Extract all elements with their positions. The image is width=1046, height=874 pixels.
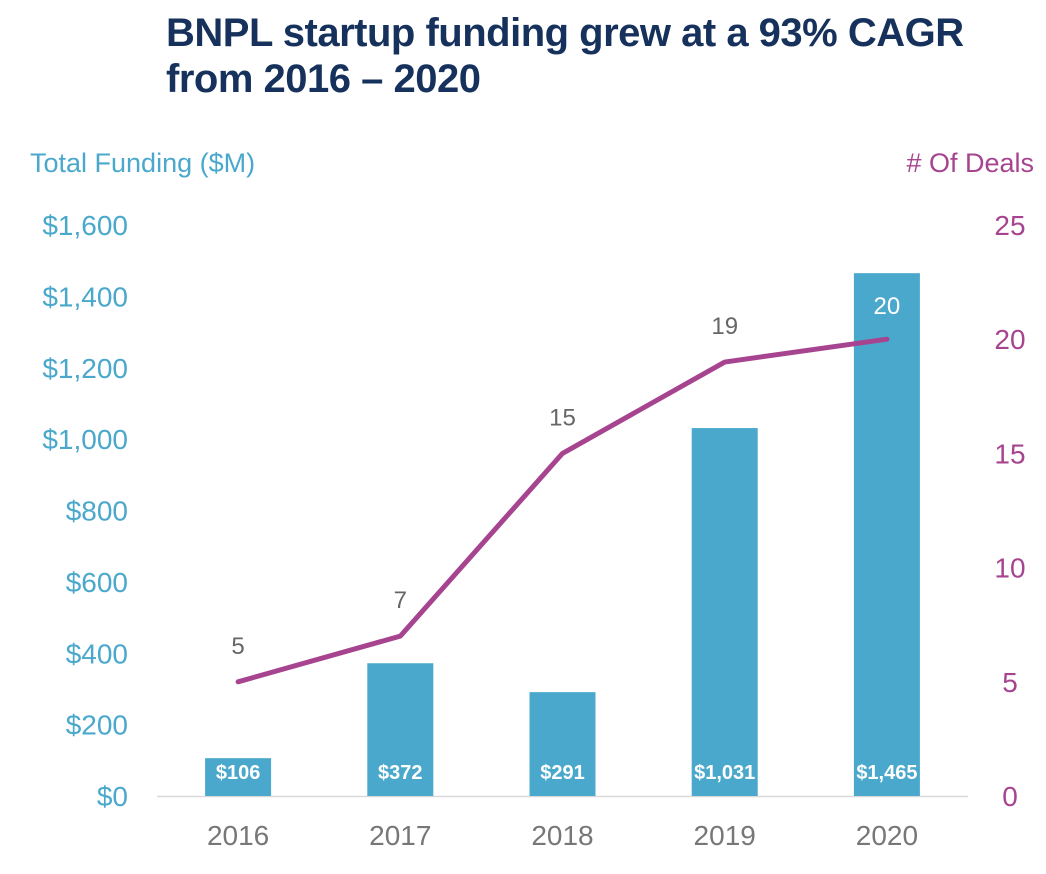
x-axis-category-label: 2016 <box>207 820 269 851</box>
deals-line <box>235 336 890 685</box>
deals-point-label: 5 <box>231 633 244 660</box>
left-axis-tick-label: $200 <box>66 710 128 741</box>
left-axis-tick-label: $1,600 <box>42 210 128 241</box>
x-axis-category-label: 2017 <box>369 820 431 851</box>
right-axis-title: # Of Deals <box>906 148 1034 178</box>
funding-bar <box>853 273 920 797</box>
funding-bar <box>691 428 758 796</box>
deals-point-label: 7 <box>394 587 407 614</box>
funding-bar <box>205 758 272 796</box>
funding-bar-label: $1,031 <box>694 762 755 784</box>
funding-bar <box>367 663 434 796</box>
x-axis-category-label: 2020 <box>856 820 918 851</box>
left-axis-title: Total Funding ($M) <box>30 148 256 178</box>
x-axis-category-label: 2019 <box>694 820 756 851</box>
left-axis-tick-label: $0 <box>97 781 128 812</box>
left-axis-tick-label: $800 <box>66 496 128 527</box>
left-axis-tick-label: $1,400 <box>42 281 128 312</box>
funding-bar-label: $106 <box>216 762 261 784</box>
left-axis-tick-label: $1,000 <box>42 424 128 455</box>
right-axis-tick-label: 20 <box>994 324 1025 355</box>
right-axis-tick-label: 0 <box>1002 781 1018 812</box>
chart-title-line-1: BNPL startup funding grew at a 93% CAGR <box>166 11 964 55</box>
left-axis-tick-label: $600 <box>66 567 128 598</box>
deals-point-label: 15 <box>549 404 576 431</box>
x-axis-category-label: 2018 <box>531 820 593 851</box>
left-axis-tick-label: $400 <box>66 638 128 669</box>
chart-title: BNPL startup funding grew at a 93% CAGR … <box>166 10 1026 102</box>
left-axis-tick-label: $1,200 <box>42 353 128 384</box>
chart-title-line-2: from 2016 – 2020 <box>166 57 481 101</box>
funding-bar-label: $372 <box>378 762 423 784</box>
deals-point-label: 19 <box>711 313 738 340</box>
funding-bar-label: $1,465 <box>856 762 917 784</box>
deals-point-label: 20 <box>874 293 901 320</box>
funding-bar <box>529 692 596 796</box>
right-axis-tick-label: 10 <box>994 553 1025 584</box>
funding-bar-label: $291 <box>540 762 585 784</box>
right-axis-tick-label: 15 <box>994 438 1025 469</box>
right-axis-tick-label: 5 <box>1002 667 1018 698</box>
right-axis-tick-label: 25 <box>994 210 1025 241</box>
